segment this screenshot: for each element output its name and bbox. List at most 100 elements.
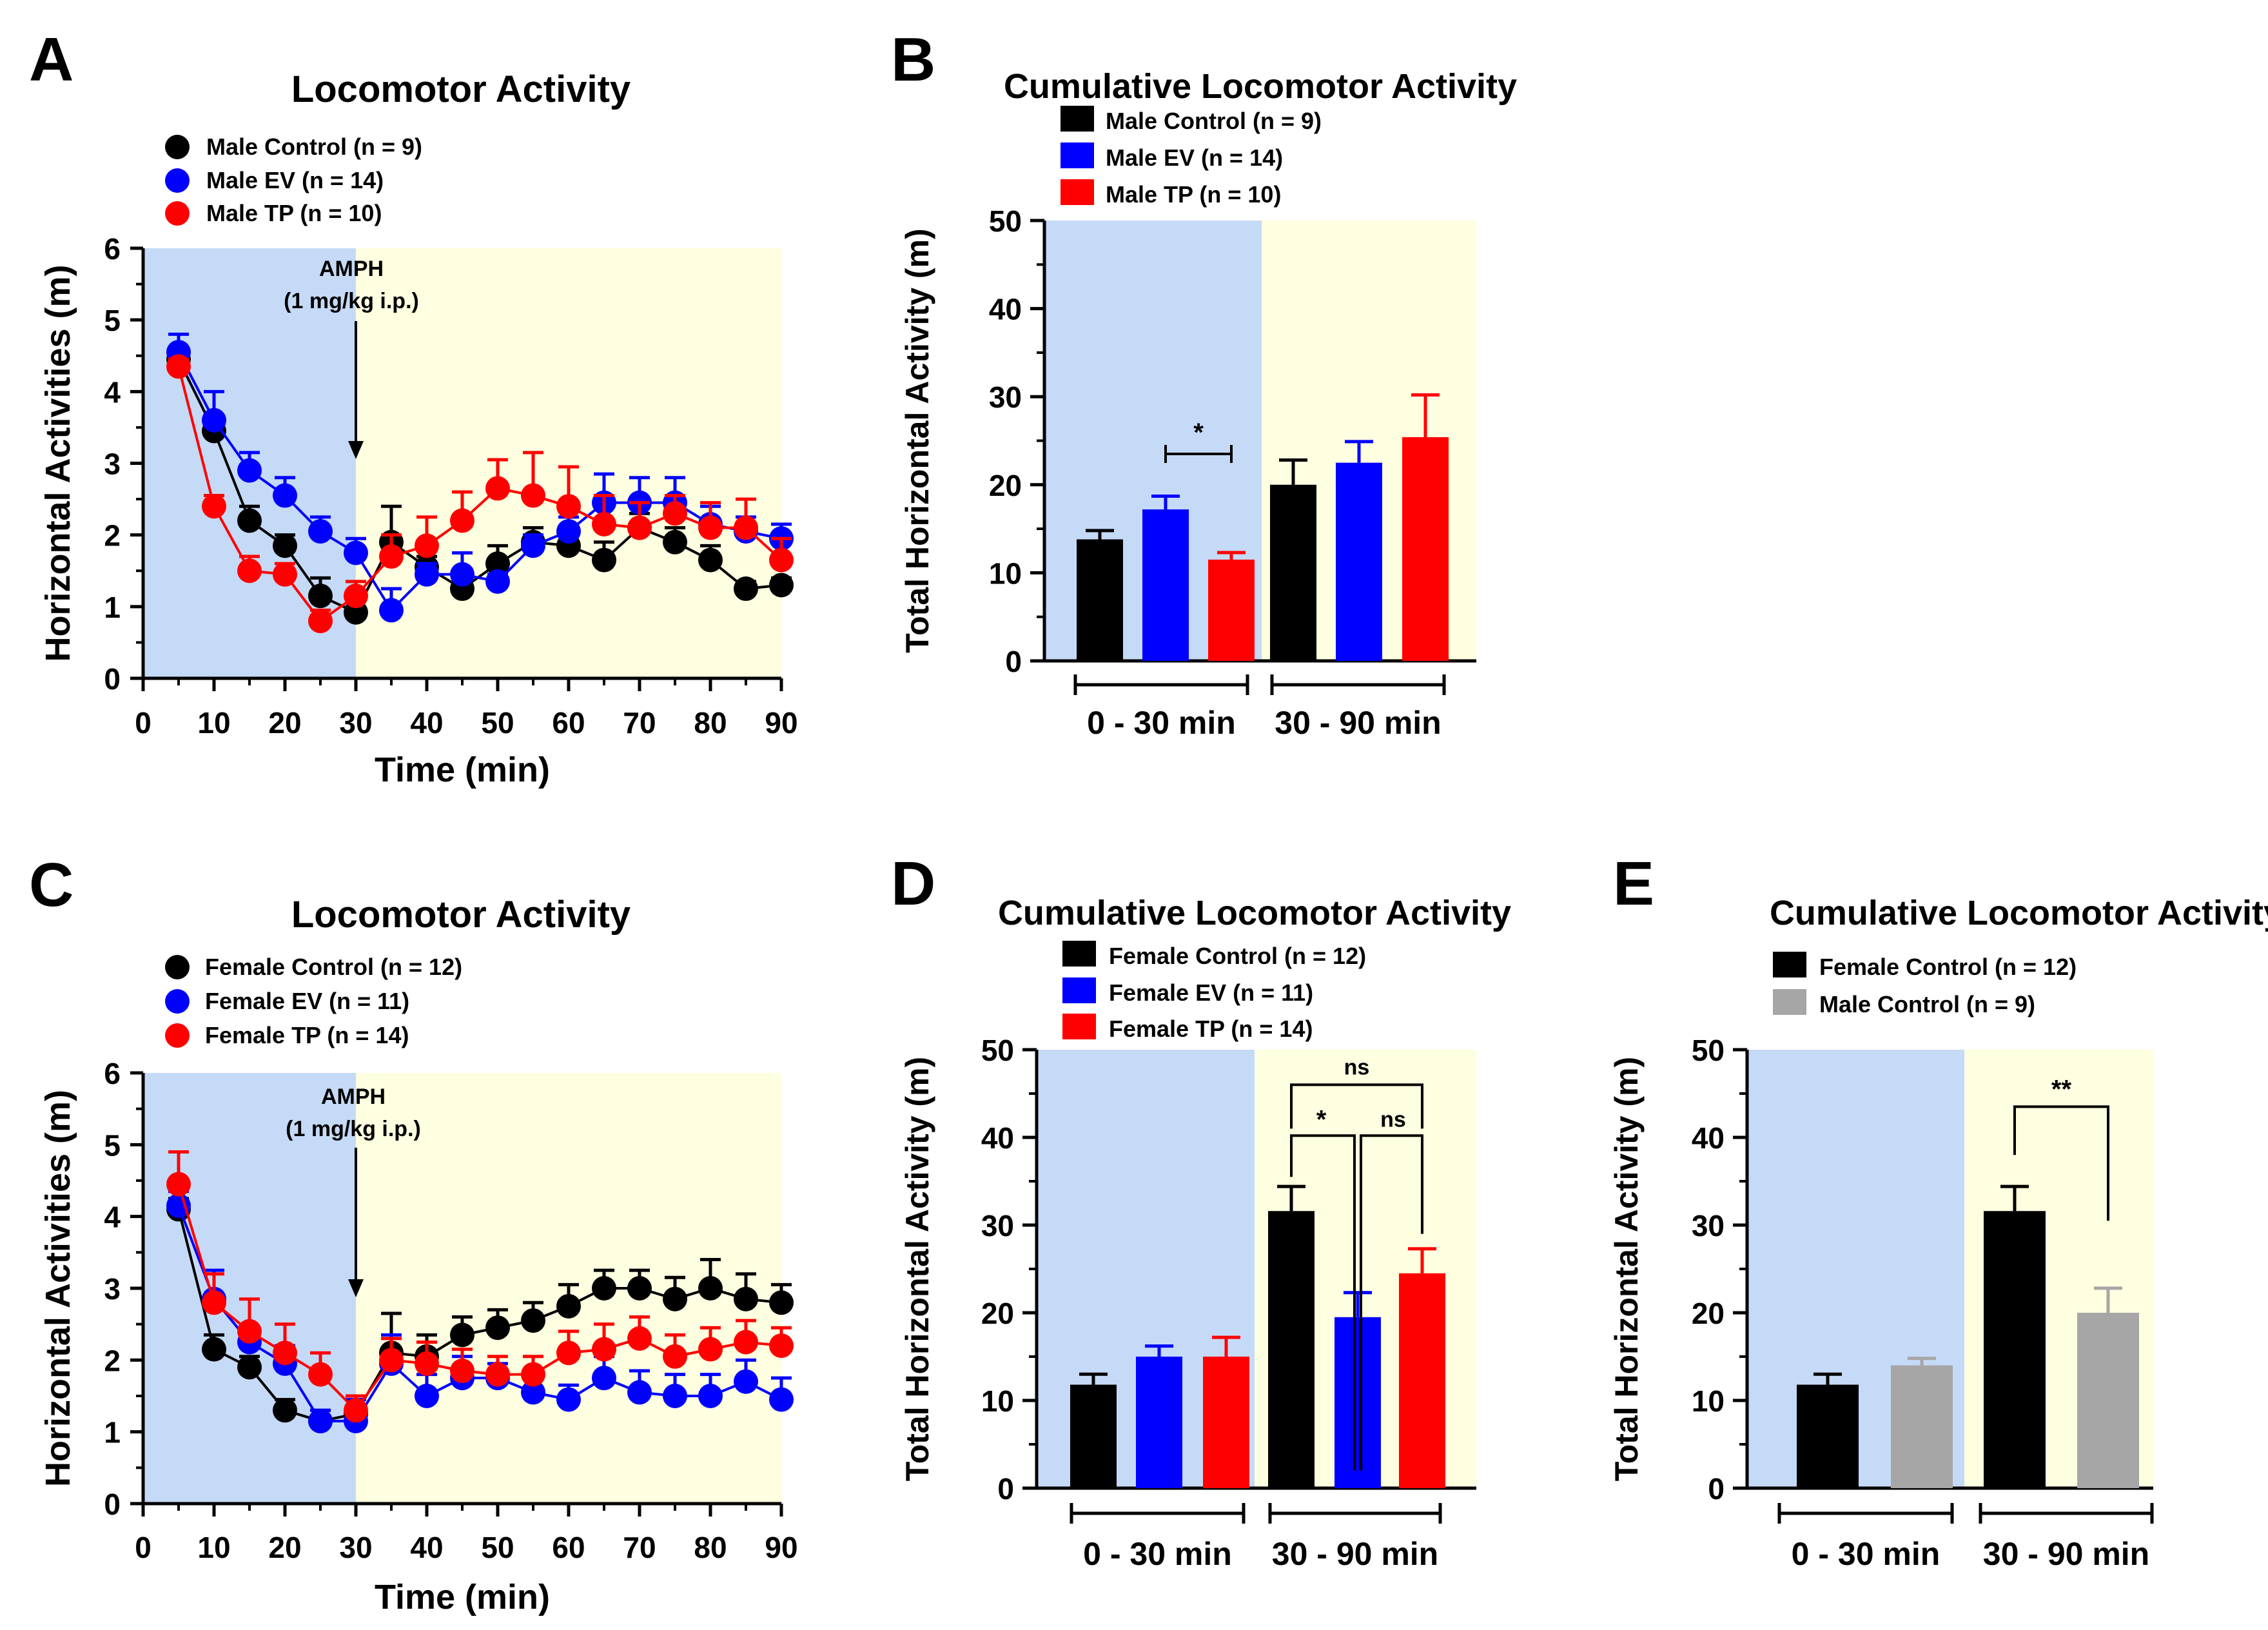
- x-tick-label: 20: [268, 706, 301, 740]
- data-point: [769, 1333, 794, 1359]
- data-point: [202, 494, 226, 519]
- data-point: [308, 1362, 333, 1387]
- data-point: [521, 1380, 545, 1405]
- legend-label: Female TP (n = 14): [205, 1022, 409, 1048]
- x-tick-label: 80: [694, 1531, 727, 1564]
- legend-label: Female Control (n = 12): [205, 954, 462, 980]
- x-tick-label: 70: [623, 706, 656, 740]
- data-point: [450, 1359, 474, 1384]
- data-point: [166, 354, 191, 379]
- data-point: [627, 515, 652, 540]
- data-point: [379, 598, 404, 623]
- significance-bracket: [1290, 1083, 1423, 1129]
- y-tick-label: 20: [989, 469, 1022, 502]
- data-point: [415, 533, 439, 558]
- y-tick-label: 50: [989, 204, 1022, 238]
- y-tick-label: 0: [104, 1488, 121, 1521]
- x-tick-label: 0: [135, 706, 152, 740]
- y-tick-label: 40: [989, 293, 1022, 326]
- data-point: [237, 558, 262, 584]
- bar: [1334, 1317, 1381, 1488]
- category-label: 0 - 30 min: [1087, 705, 1236, 741]
- chart-title: Cumulative Locomotor Activity: [1004, 67, 1517, 106]
- y-tick-label: 0: [1005, 645, 1022, 678]
- data-point: [450, 508, 474, 533]
- data-point: [627, 1326, 652, 1351]
- panel-E: E Cumulative Locomotor Activity Female Con…: [1608, 849, 2268, 1572]
- data-point: [485, 1315, 510, 1340]
- data-point: [415, 1351, 439, 1376]
- significance-label: *: [1316, 1105, 1327, 1134]
- x-tick-label: 80: [694, 706, 727, 740]
- y-tick-label: 10: [989, 556, 1022, 590]
- data-point: [237, 1355, 262, 1380]
- panel-label: A: [29, 25, 73, 94]
- y-tick-label: 5: [104, 304, 121, 337]
- y-tick-label: 40: [1692, 1121, 1725, 1155]
- data-point: [521, 1308, 545, 1333]
- data-point: [592, 511, 616, 536]
- y-tick-label: 20: [981, 1297, 1014, 1330]
- data-point: [592, 1276, 616, 1301]
- x-tick-label: 70: [623, 1531, 656, 1564]
- data-point: [485, 569, 510, 594]
- data-point: [663, 1384, 687, 1408]
- annotation-text: (1 mg/kg i.p.): [284, 289, 419, 313]
- chart-title: Locomotor Activity: [291, 894, 631, 936]
- panel-C: C Locomotor Activity Female Control (n = 1…: [29, 850, 798, 1616]
- data-point: [663, 1344, 687, 1369]
- significance-bracket: [1290, 1134, 1356, 1471]
- series-male-tp: [166, 354, 794, 634]
- data-point: [415, 562, 439, 587]
- data-point: [734, 1286, 758, 1311]
- data-point: [379, 1348, 404, 1373]
- data-point: [202, 408, 226, 433]
- bar: [1270, 484, 1316, 661]
- data-point: [166, 1193, 191, 1218]
- legend-swatch: [1773, 989, 1806, 1015]
- data-point: [202, 1337, 226, 1362]
- x-axis-label: Time (min): [375, 1578, 550, 1616]
- data-point: [450, 1322, 474, 1348]
- category-label: 0 - 30 min: [1083, 1536, 1232, 1572]
- data-point: [273, 483, 297, 508]
- data-point: [769, 1387, 794, 1412]
- legend-label: Female TP (n = 14): [1109, 1016, 1313, 1042]
- category-label: 30 - 90 min: [1275, 705, 1441, 741]
- data-point: [769, 1290, 794, 1315]
- data-point: [556, 1293, 581, 1319]
- y-axis-label: Horizontal Activities (m): [39, 264, 77, 662]
- bar: [1336, 462, 1382, 661]
- y-tick-label: 30: [1692, 1209, 1725, 1242]
- legend-label: Male Control (n = 9): [206, 133, 422, 160]
- significance-label: **: [2051, 1075, 2072, 1103]
- legend-swatch: [1061, 142, 1094, 168]
- category-label: 0 - 30 min: [1792, 1536, 1941, 1572]
- legend-swatch: [1062, 1014, 1096, 1039]
- y-tick-label: 6: [104, 1057, 121, 1090]
- legend-swatch: [1773, 952, 1806, 977]
- data-point: [698, 1337, 723, 1362]
- legend-label: Male EV (n = 14): [206, 167, 384, 193]
- y-tick-label: 1: [104, 1416, 121, 1449]
- data-point: [556, 494, 581, 519]
- x-tick-label: 90: [765, 706, 797, 740]
- data-point: [698, 547, 723, 573]
- data-point: [237, 508, 262, 533]
- annotation-arrowhead: [348, 441, 364, 459]
- legend-marker: [165, 135, 190, 159]
- post-injection-shade: [356, 248, 781, 678]
- data-point: [556, 1387, 581, 1412]
- annotation-text: AMPH: [319, 257, 384, 281]
- data-point: [166, 1172, 191, 1197]
- legend-swatch: [1061, 179, 1094, 205]
- legend-label: Female EV (n = 11): [1109, 979, 1313, 1006]
- chart-title: Cumulative Locomotor Activity: [998, 894, 1511, 932]
- legend-label: Male TP (n = 10): [1106, 181, 1281, 208]
- data-point: [237, 1319, 262, 1344]
- data-point: [308, 519, 333, 544]
- bar: [1070, 1384, 1117, 1488]
- data-point: [663, 501, 687, 526]
